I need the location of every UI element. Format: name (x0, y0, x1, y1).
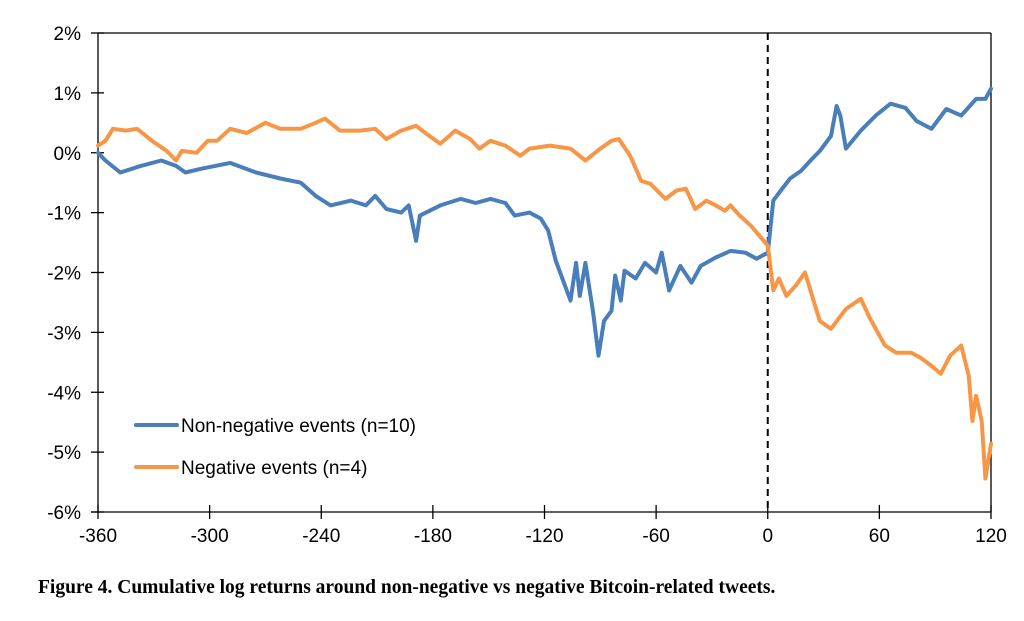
legend-label: Non-negative events (n=10) (181, 416, 416, 437)
y-tick-label: 0% (54, 144, 82, 165)
x-tick-label: -60 (642, 526, 669, 547)
x-tick-label: -180 (414, 526, 452, 547)
x-tick-label: 120 (975, 526, 1007, 547)
legend: Non-negative events (n=10) Negative event… (134, 416, 416, 479)
series-line-non-negative (96, 86, 993, 358)
y-tick-label: -4% (47, 383, 81, 404)
x-tick-label: -120 (525, 526, 563, 547)
x-tick-label: -300 (191, 526, 229, 547)
y-tick-label: -3% (47, 323, 81, 344)
legend-label: Negative events (n=4) (181, 458, 367, 479)
line-chart: 2% 1% 0% -1% -2% -3% -4% -5% -6%-360 -300 -240 -180… (47, 24, 1007, 547)
x-tick-label: -360 (79, 526, 117, 547)
y-tick-label: -1% (47, 204, 81, 225)
x-tick-label: 60 (869, 526, 890, 547)
x-tick-label: -240 (302, 526, 340, 547)
y-tick-label: 1% (54, 84, 82, 105)
series-layer (96, 33, 993, 512)
y-tick-label: -6% (47, 503, 81, 524)
x-tick-label: 0 (762, 526, 773, 547)
y-tick-label: -5% (47, 443, 81, 464)
axes: 2% 1% 0% -1% -2% -3% -4% -5% -6%-360 -300 -240 -180… (47, 24, 1007, 547)
y-tick-label: -2% (47, 264, 81, 285)
series-line-negative (96, 116, 993, 481)
y-tick-label: 2% (54, 24, 82, 45)
figure-caption: Figure 4. Cumulative log returns around … (38, 577, 776, 598)
